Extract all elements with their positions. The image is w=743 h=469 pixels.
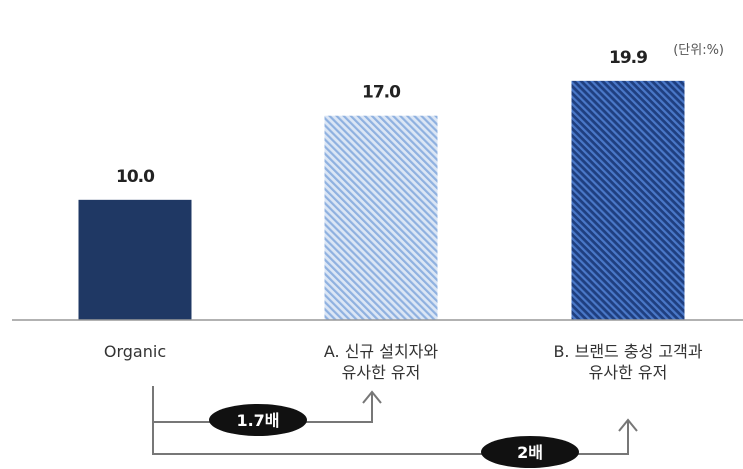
value-label-3: 19.9: [609, 48, 647, 68]
arrow-head-icon: [362, 390, 382, 404]
category-label-2-line-2: 유사한 유저: [342, 363, 421, 382]
ratio-badge-2: [481, 436, 579, 468]
ratio-badge-1: [209, 404, 307, 436]
bar-1: [78, 199, 192, 320]
category-label-1-line-1: Organic: [104, 342, 166, 361]
category-label-3-line-2: 유사한 유저: [589, 363, 668, 382]
ratio-badge-label-1: 1.7배: [236, 411, 279, 430]
category-label-3-line-1: B. 브랜드 충성 고객과: [553, 342, 702, 361]
unit-label: (단위:%): [673, 43, 724, 58]
ratio-badge-label-2: 2배: [517, 443, 543, 462]
value-label-1: 10.0: [116, 167, 155, 187]
bar-3: [571, 80, 685, 320]
connector-line-2: [152, 386, 629, 455]
value-label-2: 17.0: [362, 83, 401, 103]
arrow-head-icon: [618, 418, 638, 432]
bar-2: [324, 115, 438, 320]
category-label-2-line-1: A. 신규 설치자와: [324, 342, 439, 361]
